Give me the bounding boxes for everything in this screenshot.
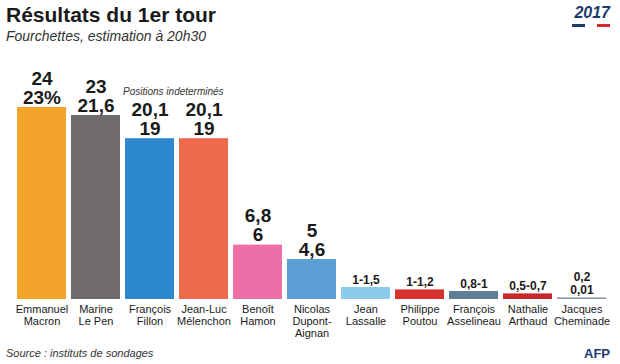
svg-text:0,8-1: 0,8-1 bbox=[460, 277, 488, 291]
svg-text:FrançoisAsselineau: FrançoisAsselineau bbox=[447, 303, 501, 327]
svg-text:NicolasDupont-Aignan: NicolasDupont-Aignan bbox=[292, 303, 331, 339]
svg-text:20,119: 20,119 bbox=[132, 99, 169, 139]
svg-text:BenoîtHamon: BenoîtHamon bbox=[240, 303, 275, 327]
svg-text:6,86: 6,86 bbox=[245, 205, 271, 245]
svg-text:20,119: 20,119 bbox=[186, 99, 223, 139]
svg-text:Jean-LucMélenchon: Jean-LucMélenchon bbox=[177, 303, 231, 327]
svg-text:NathalieArthaud: NathalieArthaud bbox=[508, 303, 548, 327]
svg-text:0,20,01: 0,20,01 bbox=[570, 270, 594, 297]
svg-text:JeanLassalle: JeanLassalle bbox=[346, 303, 386, 327]
svg-text:1-1,5: 1-1,5 bbox=[352, 273, 380, 287]
svg-text:2423%: 2423% bbox=[23, 68, 61, 108]
svg-text:EmmanuelMacron: EmmanuelMacron bbox=[16, 303, 69, 327]
svg-text:1-1,2: 1-1,2 bbox=[406, 275, 434, 289]
svg-text:FrançoisFillon: FrançoisFillon bbox=[129, 303, 172, 327]
svg-text:Positions indeterminés: Positions indeterminés bbox=[123, 86, 224, 97]
svg-text:0,5-0,7: 0,5-0,7 bbox=[509, 279, 547, 293]
html-text:AFP: AFP bbox=[584, 346, 610, 361]
html-text:2017: 2017 bbox=[574, 4, 610, 21]
svg-text:MarineLe Pen: MarineLe Pen bbox=[79, 303, 114, 327]
html-text:Fourchettes, estimation à 20h3: Fourchettes, estimation à 20h30 bbox=[6, 28, 206, 44]
html-text:Résultats du 1er tour: Résultats du 1er tour bbox=[6, 3, 216, 26]
html-text:Source : instituts de sondages: Source : instituts de sondages bbox=[6, 347, 154, 359]
svg-text:2321,6: 2321,6 bbox=[78, 76, 115, 116]
svg-text:54,6: 54,6 bbox=[299, 220, 325, 260]
svg-text:JacquesCheminade: JacquesCheminade bbox=[554, 303, 610, 327]
svg-text:PhilippePoutou: PhilippePoutou bbox=[400, 303, 439, 327]
